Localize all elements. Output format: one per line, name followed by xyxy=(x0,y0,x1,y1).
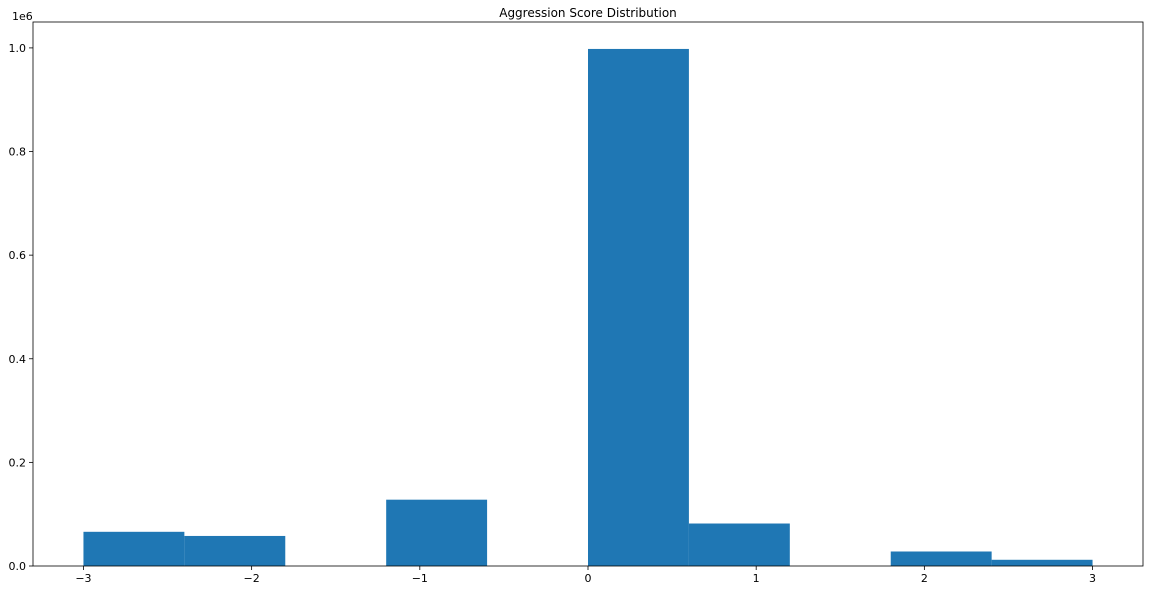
y-tick-label: 1.0 xyxy=(9,42,27,55)
x-tick-label: 1 xyxy=(753,572,760,585)
axes-layer: −3 −2 −1 0 1 2 3 0.0 0.2 0.4 0.6 0.8 1.0 xyxy=(9,21,1144,585)
x-tick-label: 0 xyxy=(585,572,592,585)
y-tick-label: 0.6 xyxy=(9,249,27,262)
chart-title: Aggression Score Distribution xyxy=(499,6,677,20)
y-tick-label: 0.0 xyxy=(9,560,27,573)
y-axis-offset-label: 1e6 xyxy=(12,10,33,23)
histogram-bar-6 xyxy=(688,523,790,566)
histogram-bar-1 xyxy=(184,535,286,566)
y-tick-label: 0.4 xyxy=(9,353,27,366)
x-tick-label: −3 xyxy=(75,572,91,585)
histogram-bar-8 xyxy=(890,551,992,566)
x-tick-label: 3 xyxy=(1089,572,1096,585)
histogram-bar-9 xyxy=(991,559,1093,566)
histogram-bar-3 xyxy=(386,499,488,566)
y-tick-label: 0.8 xyxy=(9,146,27,159)
y-tick-label: 0.2 xyxy=(9,456,27,469)
x-tick-label: −2 xyxy=(244,572,260,585)
histogram-bar-0 xyxy=(83,531,185,566)
x-tick-label: 2 xyxy=(921,572,928,585)
x-tick-label: −1 xyxy=(412,572,428,585)
histogram-bar-5 xyxy=(588,48,689,566)
bars-layer xyxy=(83,48,1093,566)
